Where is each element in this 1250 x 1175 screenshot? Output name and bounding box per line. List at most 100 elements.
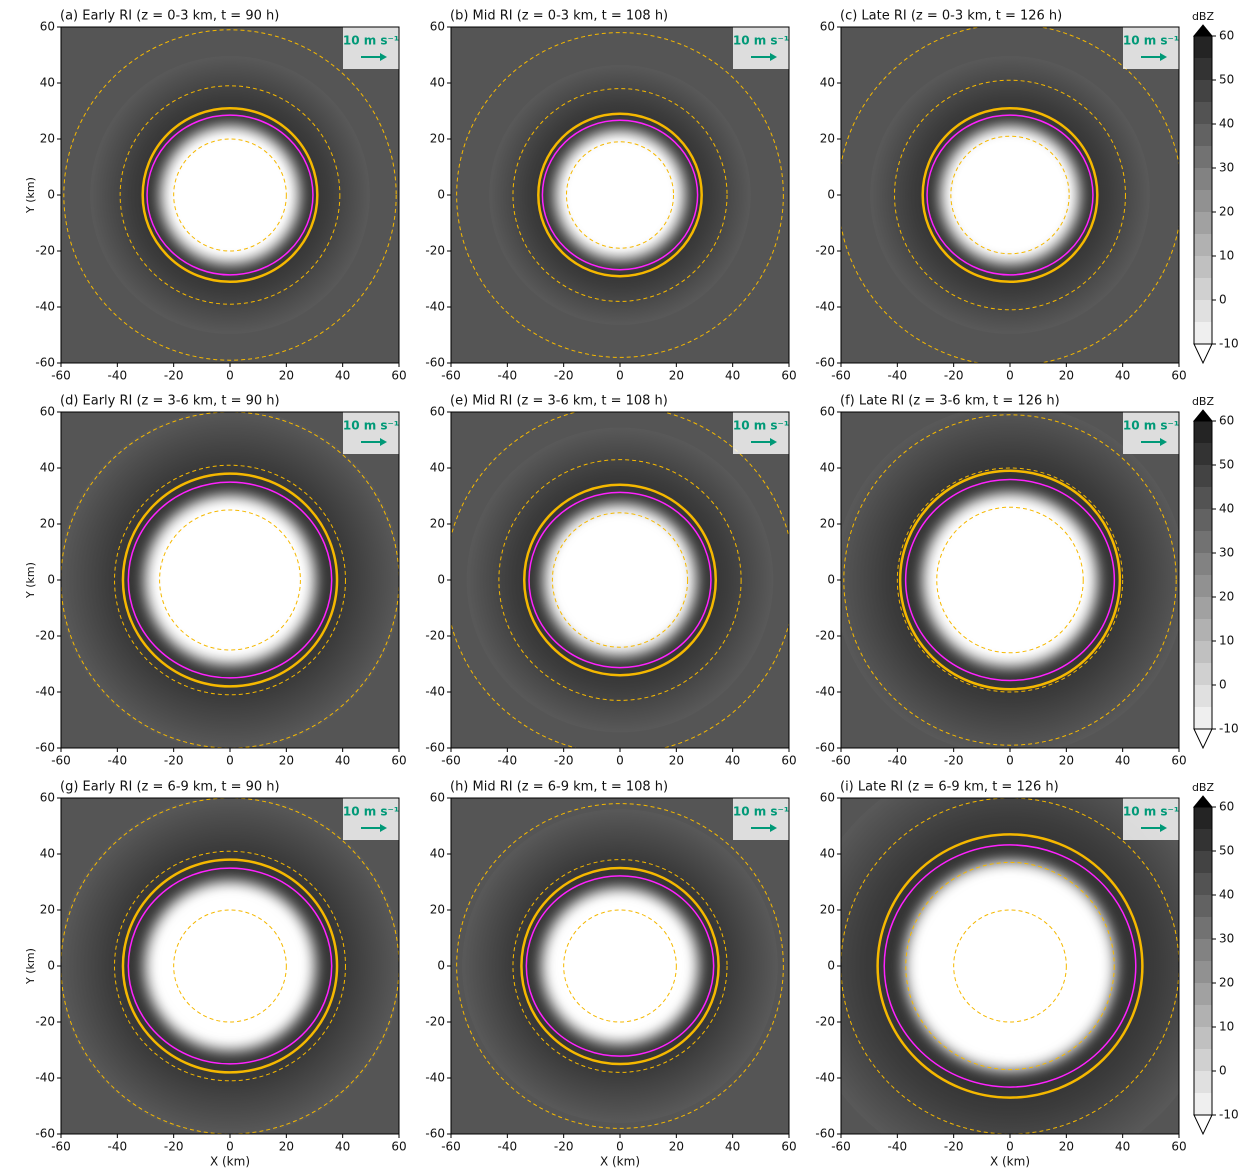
colorbar-tick-label: 30 [1219, 161, 1234, 175]
y-tick-label: 60 [820, 791, 835, 805]
colorbar-tick-label: 10 [1219, 634, 1234, 648]
eye [144, 495, 315, 665]
y-tick-label: 60 [40, 20, 55, 34]
colorbar-band [1194, 256, 1212, 278]
y-tick-label: 20 [430, 132, 445, 146]
y-tick-label: 20 [40, 903, 55, 917]
x-tick-label: 40 [1115, 1140, 1130, 1154]
y-tick-label: -20 [35, 1015, 55, 1029]
colorbar-tick-label: -10 [1219, 1108, 1239, 1122]
y-tick-label: -20 [35, 244, 55, 258]
reference-label: 10 m s⁻¹ [1123, 419, 1179, 433]
colorbar-tick-label: 0 [1219, 293, 1227, 307]
colorbar-band [1194, 851, 1212, 873]
x-tick-label: 0 [616, 369, 624, 383]
eye [160, 126, 300, 265]
colorbar-band [1194, 895, 1212, 917]
y-tick-label: -60 [425, 356, 445, 370]
y-tick-label: 60 [820, 20, 835, 34]
y-tick-label: 0 [47, 573, 55, 587]
eye [922, 493, 1098, 668]
x-tick-label: 20 [1059, 369, 1074, 383]
x-tick-label: 20 [1059, 1140, 1074, 1154]
figure: 10 m s⁻¹ -60 -40 -20 0 20 40 60 -60 -40 -20 0 20 40 60… [0, 0, 1250, 1171]
y-tick-label: -20 [425, 629, 445, 643]
x-tick-label: 20 [669, 754, 684, 768]
y-tick-label: 40 [820, 847, 835, 861]
reference-label: 10 m s⁻¹ [1123, 805, 1179, 819]
y-tick-label: 40 [40, 76, 55, 90]
reference-label: 10 m s⁻¹ [733, 34, 789, 48]
y-tick-label: 40 [820, 76, 835, 90]
x-tick-label: 0 [616, 1140, 624, 1154]
y-tick-label: -60 [425, 741, 445, 755]
x-tick-label: -40 [108, 754, 128, 768]
x-tick-label: 0 [1006, 369, 1014, 383]
colorbar-band [1194, 190, 1212, 212]
x-tick-label: -20 [554, 1140, 574, 1154]
reference-label: 10 m s⁻¹ [1123, 34, 1179, 48]
x-tick-label: 20 [1059, 754, 1074, 768]
y-tick-label: -20 [425, 1015, 445, 1029]
colorbar-band [1194, 829, 1212, 851]
colorbar-band [1194, 873, 1212, 895]
y-tick-label: 0 [437, 188, 445, 202]
x-tick-label: 40 [725, 1140, 740, 1154]
y-tick-label: -40 [815, 685, 835, 699]
x-tick-label: 40 [335, 754, 350, 768]
x-tick-label: -20 [554, 754, 574, 768]
eye [543, 504, 696, 656]
colorbar-band [1194, 443, 1212, 465]
panel-title: (g) Early RI (z = 6-9 km, t = 90 h) [60, 780, 280, 795]
x-tick-label: 40 [725, 754, 740, 768]
panel-title: (c) Late RI (z = 0-3 km, t = 126 h) [840, 9, 1062, 24]
x-tick-label: -40 [888, 1140, 908, 1154]
plot-area [451, 27, 789, 363]
x-axis-label: X (km) [210, 1155, 250, 1169]
plot-area [59, 796, 402, 1136]
colorbar-band [1194, 961, 1212, 983]
y-tick-label: 40 [430, 461, 445, 475]
y-tick-label: 20 [820, 903, 835, 917]
colorbar-extend-top [1194, 25, 1212, 36]
y-tick-label: -20 [815, 629, 835, 643]
y-tick-label: -20 [815, 244, 835, 258]
y-tick-label: -20 [35, 629, 55, 643]
x-tick-label: -60 [441, 1140, 461, 1154]
y-tick-label: 0 [47, 959, 55, 973]
y-tick-label: 60 [40, 405, 55, 419]
colorbar-band [1194, 1027, 1212, 1049]
colorbar-band [1194, 36, 1212, 58]
eye [555, 130, 686, 260]
x-tick-label: -40 [498, 754, 518, 768]
x-tick-label: 20 [669, 369, 684, 383]
y-tick-label: 20 [40, 517, 55, 531]
colorbar-band [1194, 212, 1212, 234]
x-tick-label: 40 [1115, 754, 1130, 768]
colorbar-band [1194, 619, 1212, 641]
eye [541, 888, 699, 1045]
y-tick-label: -20 [815, 1015, 835, 1029]
x-axis-label: X (km) [990, 1155, 1030, 1169]
colorbar-band [1194, 807, 1212, 829]
colorbar-tick-label: 50 [1219, 73, 1234, 87]
y-tick-label: 20 [820, 517, 835, 531]
colorbar-band [1194, 575, 1212, 597]
y-tick-label: -40 [425, 300, 445, 314]
colorbar-band [1194, 421, 1212, 443]
reference-label: 10 m s⁻¹ [733, 805, 789, 819]
plot-area [61, 27, 399, 363]
y-tick-label: 40 [430, 847, 445, 861]
colorbar-band [1194, 685, 1212, 707]
colorbar-tick-label: 40 [1219, 117, 1234, 131]
y-tick-label: -60 [35, 741, 55, 755]
y-tick-label: -60 [35, 356, 55, 370]
x-tick-label: -20 [164, 1140, 184, 1154]
x-tick-label: -40 [498, 369, 518, 383]
x-tick-label: 40 [725, 369, 740, 383]
colorbar-band [1194, 146, 1212, 168]
colorbar-tick-label: -10 [1219, 722, 1239, 736]
colorbar-band [1194, 465, 1212, 487]
colorbar-tick-label: 0 [1219, 678, 1227, 692]
colorbar-label: dBZ [1192, 10, 1215, 23]
